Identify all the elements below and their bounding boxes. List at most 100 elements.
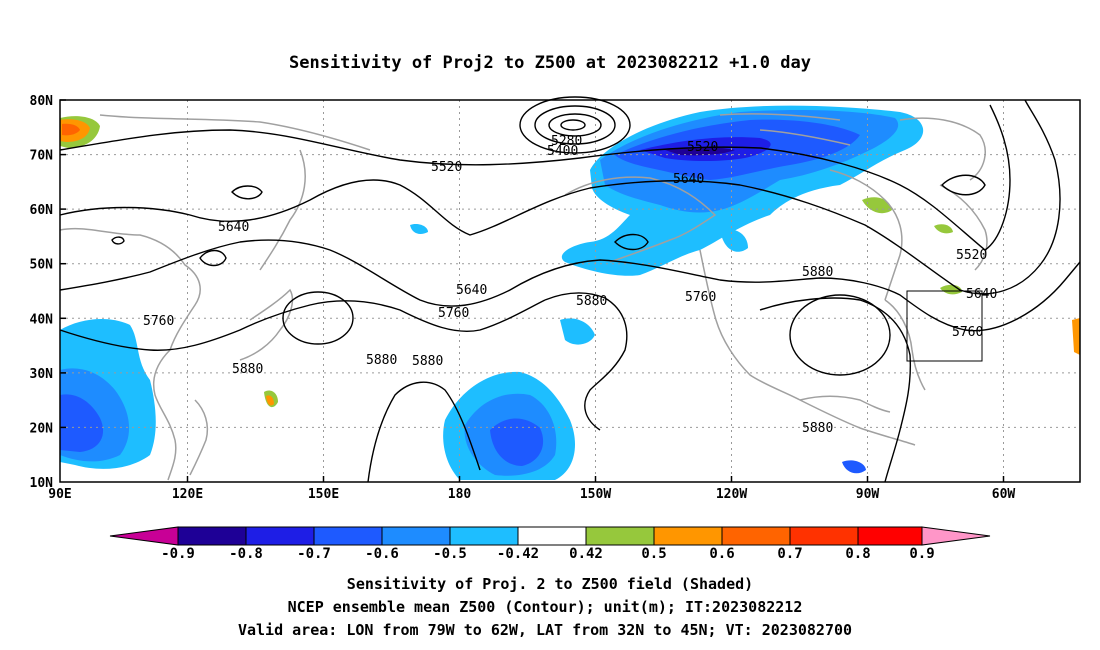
colorbar-swatch	[653, 526, 723, 546]
coast-arctic-islands	[719, 113, 851, 146]
lat-labels: 80N 70N 60N 50N 40N 30N 20N 10N	[30, 94, 54, 491]
coast-labrador	[939, 184, 988, 271]
contour-small-loop-5	[111, 236, 125, 245]
colorbar-under-triangle	[109, 526, 179, 546]
lon-label: 180	[448, 487, 472, 502]
contour-label: 5640	[456, 283, 487, 298]
graticule	[60, 100, 1080, 482]
valid-area-box	[906, 290, 983, 362]
contour-small-loop-2	[941, 174, 986, 196]
contour-5880-high-west	[282, 291, 354, 345]
contour-label: 5880	[802, 265, 833, 280]
colorbar-label: 0.6	[709, 546, 734, 562]
coast-east-us	[884, 299, 926, 391]
colorbar-swatch	[313, 526, 383, 546]
shade-small-patch-1	[560, 318, 595, 345]
shade-pos-labrador	[934, 224, 953, 234]
coast-philippines	[189, 399, 209, 476]
shade-cpac-dark	[490, 418, 544, 466]
colorbar-label: 0.7	[777, 546, 802, 562]
contour-label: 5640	[673, 172, 704, 187]
contour-label: 5520	[431, 160, 462, 175]
lat-label: 80N	[30, 94, 54, 109]
colorbar-labels: -0.9 -0.8 -0.7 -0.6 -0.5 -0.42 0.42 0.5 …	[161, 546, 935, 562]
colorbar-swatch	[721, 526, 791, 546]
caption: Sensitivity of Proj. 2 to Z500 field (Sh…	[238, 575, 852, 639]
lon-label: 90E	[48, 487, 71, 502]
contour-small-loop-3	[614, 233, 649, 251]
colorbar-swatch	[449, 526, 519, 546]
map-panel: 5520 5400 5280 5520 5640 5640 5640 5640 …	[30, 94, 1081, 502]
contour-label: 5880	[412, 354, 443, 369]
contour-5880-south	[367, 381, 481, 483]
colorbar-label: -0.7	[297, 546, 331, 562]
colorbar-label: 0.42	[569, 546, 603, 562]
shade-pos-canada	[862, 197, 892, 214]
contour-label: 5760	[685, 290, 716, 305]
colorbar-label: -0.42	[497, 546, 539, 562]
shade-pos-siberia-red	[62, 123, 80, 136]
lat-label: 70N	[30, 149, 54, 164]
contour-5760	[59, 239, 1081, 332]
contour-label: 5760	[143, 314, 174, 329]
colorbar-swatch	[245, 526, 315, 546]
colorbar-swatch	[517, 526, 587, 546]
contour-polar-ring-2	[534, 105, 616, 145]
coast-asia	[59, 227, 201, 481]
colorbar-swatch	[789, 526, 859, 546]
coast-kamchatka	[259, 149, 306, 271]
colorbar-swatch	[857, 526, 923, 546]
contour-label: 5760	[438, 306, 469, 321]
colorbar-label: -0.5	[433, 546, 467, 562]
shade-pos-japan-sea-orange	[266, 395, 274, 406]
contour-label: 5280	[551, 134, 582, 149]
coast-greenland	[899, 117, 986, 181]
lon-label: 120W	[716, 487, 747, 502]
contour-5640	[59, 99, 1061, 295]
colorbar-label: -0.6	[365, 546, 399, 562]
lat-label: 20N	[30, 421, 54, 436]
coast-gulf	[799, 395, 891, 413]
shade-wpac-dark	[60, 394, 104, 452]
contour-label: 5880	[802, 421, 833, 436]
contour-labels: 5520 5400 5280 5520 5640 5640 5640 5640 …	[143, 134, 997, 436]
lat-label: 10N	[30, 476, 54, 491]
colorbar-swatch	[177, 526, 247, 546]
shade-pos-east-edge	[1072, 318, 1080, 355]
colorbar-label: -0.8	[229, 546, 263, 562]
caption-line-3: Valid area: LON from 79W to 62W, LAT fro…	[238, 621, 852, 639]
coast-hudson	[829, 169, 903, 301]
coast-siberia	[99, 114, 371, 151]
caption-line-2: NCEP ensemble mean Z500 (Contour); unit(…	[288, 598, 803, 616]
shaded-positive-sensitivity	[60, 116, 1080, 408]
colorbar-label: -0.9	[161, 546, 195, 562]
colorbar-label: 0.5	[641, 546, 666, 562]
axis-ticks	[60, 99, 1005, 482]
contour-label: 5400	[547, 144, 578, 159]
contour-label: 5880	[232, 362, 263, 377]
z500-contours	[59, 96, 1081, 483]
contour-polar-ring-1	[519, 96, 631, 154]
contour-label: 5880	[576, 294, 607, 309]
colorbar-swatch	[381, 526, 451, 546]
lon-label: 150E	[308, 487, 339, 502]
colorbar-swatch	[585, 526, 655, 546]
lon-label: 90W	[856, 487, 880, 502]
shade-small-patch-3	[842, 460, 866, 474]
contour-label: 5520	[956, 248, 987, 263]
contour-small-loop-1	[231, 185, 263, 200]
contour-5880-central	[544, 292, 628, 431]
shade-small-patch-4	[720, 228, 748, 252]
colorbar: -0.9 -0.8 -0.7 -0.6 -0.5 -0.42 0.42 0.5 …	[109, 526, 991, 562]
caption-line-1: Sensitivity of Proj. 2 to Z500 field (Sh…	[347, 575, 753, 593]
lon-label: 150W	[580, 487, 611, 502]
contour-5880-high-east	[789, 294, 891, 376]
lat-label: 60N	[30, 203, 54, 218]
figure-title: Sensitivity of Proj2 to Z500 at 20230822…	[289, 53, 811, 73]
contour-label: 5760	[952, 325, 983, 340]
lon-labels: 90E 120E 150E 180 150W 120W 90W 60W	[48, 487, 1015, 502]
lon-label: 60W	[992, 487, 1016, 502]
lat-label: 30N	[30, 367, 54, 382]
contour-polar-ring-3	[548, 113, 602, 137]
